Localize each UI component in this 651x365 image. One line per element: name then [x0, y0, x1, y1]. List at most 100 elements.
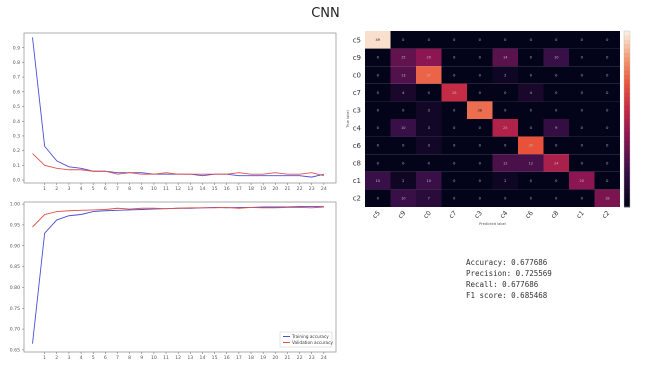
- heatmap-cell: [594, 189, 620, 207]
- heatmap-cell: [416, 101, 442, 119]
- heatmap-cell-label: 0: [479, 73, 482, 77]
- colorbar-segment: [624, 105, 630, 111]
- heatmap-cell: [416, 154, 442, 172]
- colorbar-segment: [624, 110, 630, 115]
- accuracy-chart-xtick-label: 22: [297, 355, 303, 361]
- heatmap-ylabel: True label: [346, 110, 350, 128]
- heatmap-cell-label: 0: [504, 109, 507, 113]
- heatmap-cell: [569, 119, 595, 137]
- heatmap-cell-label: 10: [401, 197, 406, 201]
- accuracy-chart-legend-label: Validation accuracy: [292, 340, 333, 345]
- heatmap-cell: [518, 31, 544, 49]
- colorbar-segment: [624, 61, 630, 67]
- heatmap-cell-label: 3: [428, 109, 430, 113]
- accuracy-chart-xtick-label: 14: [200, 355, 206, 361]
- heatmap-cell-label: 0: [453, 109, 456, 113]
- heatmap-cell-label: 10: [401, 126, 406, 130]
- heatmap-cell: [467, 83, 493, 102]
- colorbar-segment: [624, 66, 630, 71]
- heatmap-cell: [441, 48, 467, 67]
- heatmap-cell-label: 0: [606, 179, 609, 183]
- heatmap-cell: [492, 101, 518, 119]
- heatmap-cell-label: 0: [479, 197, 482, 201]
- accuracy-chart-legend: [279, 331, 333, 348]
- colorbar-segment: [624, 70, 630, 76]
- heatmap-cell: [492, 171, 518, 190]
- heatmap-cell: [365, 101, 391, 119]
- heatmap-cell-label: 0: [479, 56, 482, 60]
- heatmap-cell: [467, 48, 493, 67]
- heatmap-cell: [543, 83, 569, 102]
- heatmap-cell: [390, 189, 416, 207]
- heatmap-cell-label: 0: [530, 179, 533, 183]
- heatmap-cell: [390, 171, 416, 190]
- heatmap-cell-label: 0: [504, 144, 507, 148]
- loss-chart-xtick-label: 8: [128, 186, 131, 192]
- colorbar-segment: [624, 189, 630, 195]
- heatmap-cell: [416, 66, 442, 84]
- heatmap-cell: [390, 66, 416, 84]
- loss-chart-xtick-label: 2: [55, 186, 58, 192]
- loss-chart-ytick-label: 0.5: [13, 104, 20, 110]
- heatmap-cell-label: 0: [581, 73, 584, 77]
- heatmap-cell-label: 0: [402, 38, 405, 42]
- heatmap-cell: [492, 66, 518, 84]
- heatmap-cell: [594, 31, 620, 49]
- accuracy-metric: Accuracy: 0.677686: [466, 258, 548, 267]
- heatmap-cell-label: 0: [479, 38, 482, 42]
- heatmap-cell: [518, 101, 544, 119]
- heatmap-cell-label: 0: [453, 161, 456, 165]
- heatmap-cell-label: 0: [453, 126, 456, 130]
- heatmap-cell: [365, 189, 391, 207]
- heatmap-cell: [390, 119, 416, 137]
- heatmap-cell-label: 0: [606, 144, 609, 148]
- heatmap-cell: [518, 136, 544, 155]
- heatmap-cell: [441, 119, 467, 137]
- heatmap-cell-label: 3: [428, 126, 430, 130]
- colorbar-segment: [624, 53, 630, 58]
- heatmap-row-label: c1: [353, 177, 361, 185]
- colorbar-segment: [624, 44, 630, 49]
- heatmap-row-label: c5: [353, 36, 361, 44]
- heatmap-cell-label: 9: [555, 126, 558, 130]
- accuracy-chart-ytick-label: 0.80: [10, 285, 20, 291]
- colorbar-segment: [624, 92, 630, 98]
- heatmap-cell: [365, 83, 391, 102]
- heatmap-cell: [467, 171, 493, 190]
- heatmap-cell-label: 10: [375, 179, 380, 183]
- accuracy-chart-xtick-label: 23: [309, 355, 315, 361]
- colorbar-segment: [624, 57, 630, 63]
- loss-chart-xtick-label: 24: [321, 186, 327, 192]
- heatmap-cell: [543, 101, 569, 119]
- heatmap-cell-label: 0: [555, 144, 558, 148]
- colorbar-segment: [624, 171, 630, 177]
- heatmap-cell: [518, 171, 544, 190]
- heatmap-cell: [594, 83, 620, 102]
- heatmap-cell: [518, 119, 544, 137]
- colorbar-segment: [624, 158, 630, 164]
- heatmap-cell: [390, 136, 416, 155]
- colorbar-segment: [624, 198, 630, 203]
- heatmap-cell-label: 0: [581, 109, 584, 113]
- heatmap-cell: [543, 154, 569, 172]
- heatmap-cell-label: 0: [581, 161, 584, 165]
- heatmap-cell-label: 20: [579, 179, 584, 183]
- heatmap-cell-label: 0: [530, 109, 533, 113]
- heatmap-cell-label: 49: [375, 38, 380, 42]
- heatmap-cell-label: 24: [554, 161, 559, 165]
- f1-metric: F1 score: 0.685468: [466, 291, 548, 300]
- heatmap-cell: [416, 31, 442, 49]
- heatmap-cell-label: 0: [428, 38, 431, 42]
- heatmap-cell: [441, 171, 467, 190]
- heatmap-cell: [365, 31, 391, 49]
- colorbar-segment: [624, 132, 630, 137]
- colorbar-segment: [624, 154, 630, 159]
- colorbar-segment: [624, 119, 630, 124]
- heatmap-cell-label: 0: [581, 126, 584, 130]
- colorbar-segment: [624, 202, 630, 208]
- heatmap-cell: [594, 119, 620, 137]
- heatmap-cell: [467, 31, 493, 49]
- heatmap-cell-label: 2: [402, 179, 404, 183]
- loss-chart-xtick-label: 13: [187, 186, 193, 192]
- heatmap-col-label: c1: [575, 209, 586, 220]
